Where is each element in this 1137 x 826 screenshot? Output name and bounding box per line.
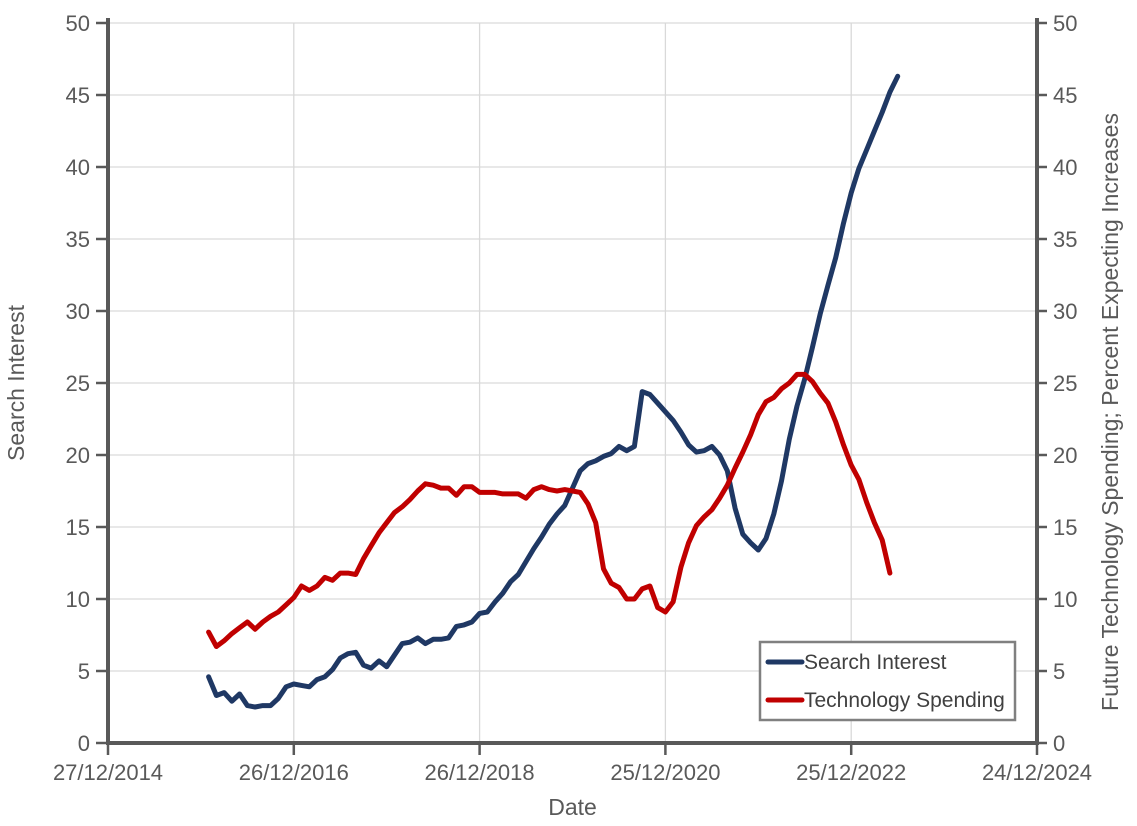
legend-label: Technology Spending: [804, 689, 1005, 712]
y-tick-label-left: 40: [66, 155, 90, 180]
tick-marks: 0 0 5 5 10 10 15 15 20 20 25 25 30 30 35 35 40 40 45 45 50 50…: [53, 11, 1092, 785]
y-tick-label-right: 10: [1053, 587, 1077, 612]
x-tick-label: 27/12/2014: [53, 760, 163, 785]
y-tick-label-left: 20: [66, 443, 90, 468]
y-axis-title-right: Future Technology Spending; Percent Expe…: [1097, 113, 1123, 711]
y-tick-label-left: 5: [78, 659, 90, 684]
y-tick-label-right: 25: [1053, 371, 1077, 396]
y-tick-label-right: 35: [1053, 227, 1077, 252]
y-tick-label-left: 30: [66, 299, 90, 324]
y-tick-label-left: 0: [78, 731, 90, 756]
y-tick-label-left: 10: [66, 587, 90, 612]
y-tick-label-right: 45: [1053, 83, 1077, 108]
y-tick-label-left: 35: [66, 227, 90, 252]
x-tick-label: 24/12/2024: [982, 760, 1092, 785]
x-tick-label: 25/12/2022: [796, 760, 906, 785]
y-tick-label-left: 15: [66, 515, 90, 540]
y-tick-label-right: 15: [1053, 515, 1077, 540]
x-axis-title: Date: [548, 794, 597, 820]
x-tick-label: 25/12/2020: [610, 760, 720, 785]
y-tick-label-right: 40: [1053, 155, 1077, 180]
y-tick-label-right: 50: [1053, 11, 1077, 36]
axes: [106, 18, 1039, 745]
search-interest-line: [206, 73, 901, 710]
legend-label: Search Interest: [804, 651, 947, 674]
gridlines: [108, 22, 1037, 743]
y-axis-title-left: Search Interest: [3, 304, 29, 461]
y-tick-label-right: 0: [1053, 731, 1065, 756]
y-tick-label-left: 50: [66, 11, 90, 36]
y-tick-label-right: 5: [1053, 659, 1065, 684]
y-tick-label-left: 25: [66, 371, 90, 396]
legend-box: [758, 640, 1017, 722]
x-tick-label: 26/12/2018: [425, 760, 535, 785]
y-tick-label-left: 45: [66, 83, 90, 108]
y-tick-label-right: 30: [1053, 299, 1077, 324]
x-tick-label: 26/12/2016: [239, 760, 349, 785]
technology-spending-line: [206, 371, 893, 649]
y-tick-label-right: 20: [1053, 443, 1077, 468]
axis-titles: Date Search Interest Future Technology Spe…: [3, 113, 1123, 820]
legend: Search Interest Technology Spending: [758, 640, 1017, 722]
